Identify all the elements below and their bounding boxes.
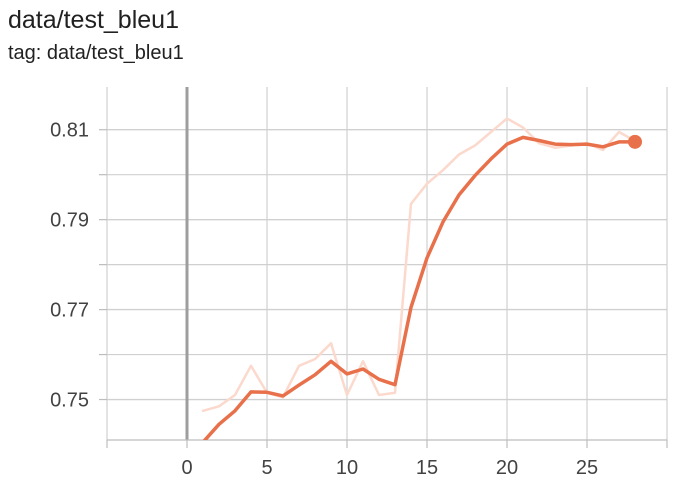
y-tick-label: 0.75 (50, 390, 89, 412)
y-tick-label: 0.79 (50, 210, 89, 232)
x-tick-label: 0 (181, 457, 192, 479)
x-tick-label: 15 (416, 457, 438, 479)
series-endpoint-marker (628, 134, 642, 149)
x-tick-label: 25 (576, 457, 598, 479)
x-tick-label: 20 (496, 457, 518, 479)
x-tick-label: 5 (261, 457, 272, 479)
x-tick-label: 10 (336, 457, 358, 479)
chart-tag-subtitle: tag: data/test_bleu1 (8, 42, 184, 64)
chart-title: data/test_bleu1 (8, 6, 179, 34)
y-tick-label: 0.77 (50, 300, 89, 322)
y-tick-label: 0.81 (50, 120, 89, 142)
series-line-smoothed (202, 135, 637, 440)
